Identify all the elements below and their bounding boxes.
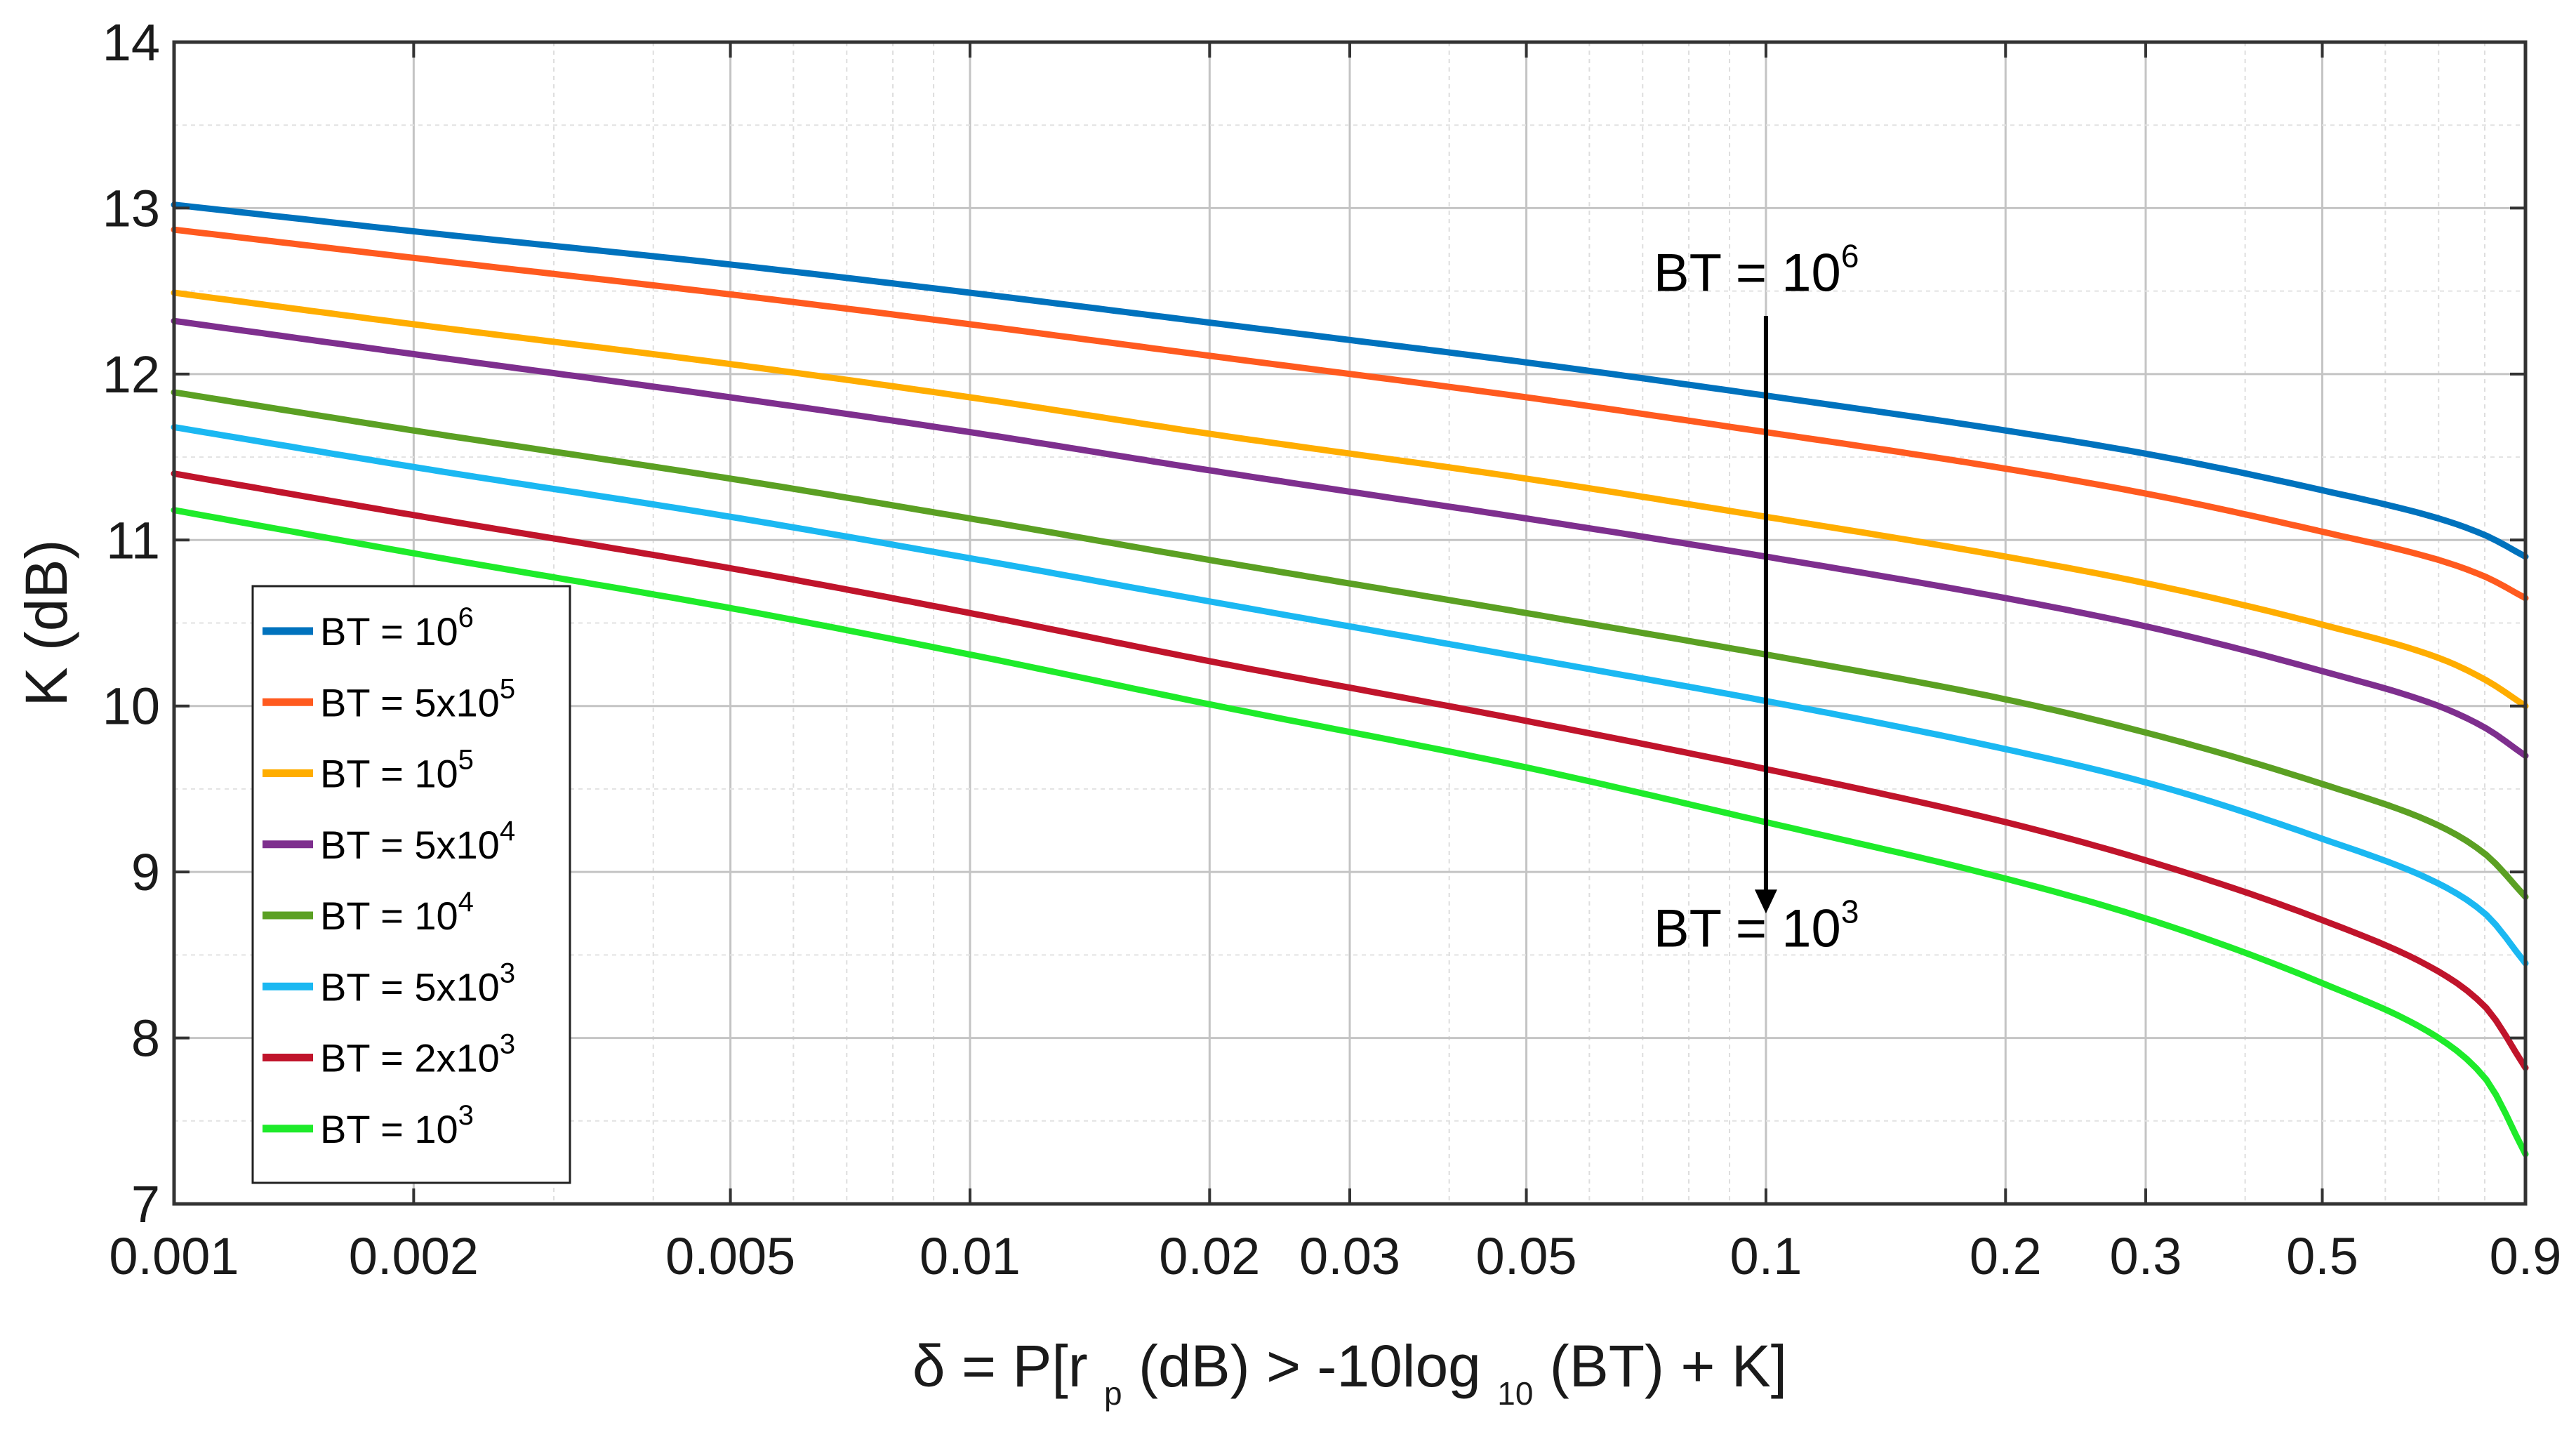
legend-label-exp: 5 xyxy=(458,745,474,776)
x-tick-label: 0.9 xyxy=(2490,1227,2562,1285)
y-tick-label: 13 xyxy=(102,179,160,237)
x-label-sub-10: 10 xyxy=(1497,1375,1533,1412)
legend-label-exp: 4 xyxy=(458,887,474,917)
x-tick-label: 0.005 xyxy=(665,1227,795,1285)
legend-label-base: BT = 10 xyxy=(320,752,458,796)
legend-label-exp: 3 xyxy=(500,1029,515,1060)
chart: 0.001 0.002 0.005 0.01 0.02 0.03 0.05 0.1 0.2 0.3… xyxy=(0,0,2576,1451)
legend-label-5: BT = 104 xyxy=(320,887,474,938)
legend-label-exp: 3 xyxy=(458,1100,474,1131)
annotation-base: BT = 10 xyxy=(1654,244,1841,303)
legend-label-base: BT = 10 xyxy=(320,609,458,654)
legend-label-6: BT = 5x103 xyxy=(320,958,515,1009)
y-tick-label: 10 xyxy=(102,677,160,736)
legend-label-exp: 3 xyxy=(500,958,515,988)
annotation-bottom: BT = 103 xyxy=(1654,894,1859,959)
legend-label-exp: 6 xyxy=(458,602,474,633)
legend-label-base: BT = 5x10 xyxy=(320,965,500,1009)
y-tick-label: 11 xyxy=(106,511,160,569)
legend-label-exp: 4 xyxy=(500,816,515,847)
x-tick-label: 0.03 xyxy=(1299,1227,1400,1285)
legend-label-base: BT = 10 xyxy=(320,894,458,938)
x-tick-label: 0.002 xyxy=(349,1227,479,1285)
legend-label-base: BT = 2x10 xyxy=(320,1036,500,1080)
x-label-mid: (dB) > -10log xyxy=(1138,1333,1481,1399)
annotation-exp: 3 xyxy=(1841,894,1859,930)
legend-label-7: BT = 2x103 xyxy=(320,1029,515,1080)
x-tick-label: 0.5 xyxy=(2286,1227,2358,1285)
x-tick-label: 0.01 xyxy=(919,1227,1021,1285)
legend-label-4: BT = 5x104 xyxy=(320,816,515,867)
x-tick-label: 0.2 xyxy=(1970,1227,2042,1285)
x-label-prefix: δ = P[r xyxy=(912,1333,1088,1399)
annotation-base: BT = 10 xyxy=(1654,899,1841,959)
y-tick-label: 9 xyxy=(131,843,160,901)
y-tick-label: 14 xyxy=(102,13,160,72)
legend-label-exp: 5 xyxy=(500,673,515,704)
y-axis-label: K (dB) xyxy=(13,539,79,706)
annotation-exp: 6 xyxy=(1841,238,1859,274)
legend-label-base: BT = 10 xyxy=(320,1107,458,1151)
y-tick-label: 7 xyxy=(131,1175,160,1233)
y-tick-label: 8 xyxy=(131,1009,160,1068)
x-label-sub-p: p xyxy=(1104,1375,1122,1412)
x-tick-label: 0.05 xyxy=(1476,1227,1577,1285)
legend-box xyxy=(253,586,570,1183)
x-label-suffix: (BT) + K] xyxy=(1550,1333,1787,1399)
legend-label-1: BT = 106 xyxy=(320,602,474,654)
y-tick-label: 12 xyxy=(102,345,160,404)
x-tick-label: 0.3 xyxy=(2110,1227,2182,1285)
legend-label-3: BT = 105 xyxy=(320,745,474,796)
legend-label-2: BT = 5x105 xyxy=(320,673,515,724)
legend-label-8: BT = 103 xyxy=(320,1100,474,1151)
legend-label-base: BT = 5x10 xyxy=(320,680,500,724)
annotation-top: BT = 106 xyxy=(1654,238,1859,303)
legend-label-base: BT = 5x10 xyxy=(320,823,500,867)
x-tick-label: 0.1 xyxy=(1729,1227,1802,1285)
x-tick-label: 0.001 xyxy=(109,1227,239,1285)
x-tick-label: 0.02 xyxy=(1159,1227,1260,1285)
